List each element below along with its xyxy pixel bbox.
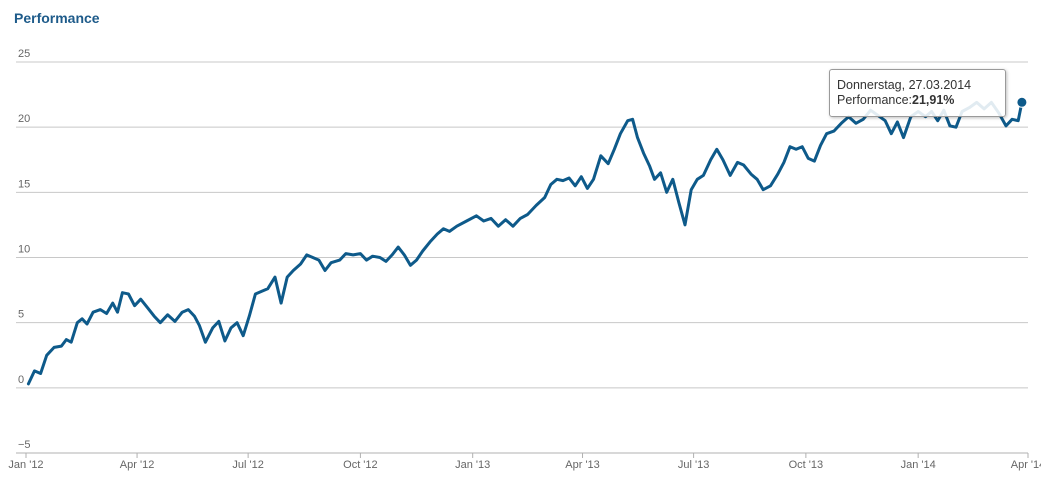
y-tick-label: 20 xyxy=(18,113,30,125)
y-axis-labels: 25 20 15 10 5 0 −5 xyxy=(18,48,31,451)
y-tick-label: 25 xyxy=(18,48,30,60)
y-tick-label: 0 xyxy=(18,374,24,386)
x-tick-label: Apr '12 xyxy=(120,459,155,471)
series-layer[interactable] xyxy=(26,100,1024,386)
x-tick-label: Apr '13 xyxy=(565,459,600,471)
y-tick-label: −5 xyxy=(18,439,31,451)
x-tick-label: Jul '12 xyxy=(232,459,263,471)
y-tick-label: 15 xyxy=(18,178,30,190)
x-tick-label: Apr '14 xyxy=(1011,459,1041,471)
y-tick-label: 10 xyxy=(18,244,30,256)
tooltip-date: Donnerstag, 27.03.2014 xyxy=(837,78,972,92)
chart-title: Performance xyxy=(14,10,100,26)
x-tick-label: Jan '12 xyxy=(8,459,43,471)
tooltip-label: Performance: xyxy=(837,93,913,107)
x-tick-label: Jul '13 xyxy=(678,459,709,471)
x-tick-label: Oct '13 xyxy=(789,459,824,471)
x-tick-label: Jan '14 xyxy=(901,459,936,471)
x-axis: Jan '12 Apr '12 Jul '12 Oct '12 Jan '13 Apr '… xyxy=(8,452,1041,471)
grid-layer xyxy=(16,61,1028,389)
tooltip-value: 21,91% xyxy=(912,93,955,107)
highlight-marker[interactable] xyxy=(1016,96,1028,108)
x-tick-label: Oct '12 xyxy=(343,459,378,471)
tooltip: Donnerstag, 27.03.2014 Performance:21,91… xyxy=(829,69,1006,117)
y-tick-label: 5 xyxy=(18,309,24,321)
marker-layer[interactable] xyxy=(1016,96,1028,108)
series-line[interactable] xyxy=(26,100,1024,386)
x-tick-label: Jan '13 xyxy=(455,459,490,471)
tooltip-line: Performance:21,91% xyxy=(837,93,998,108)
